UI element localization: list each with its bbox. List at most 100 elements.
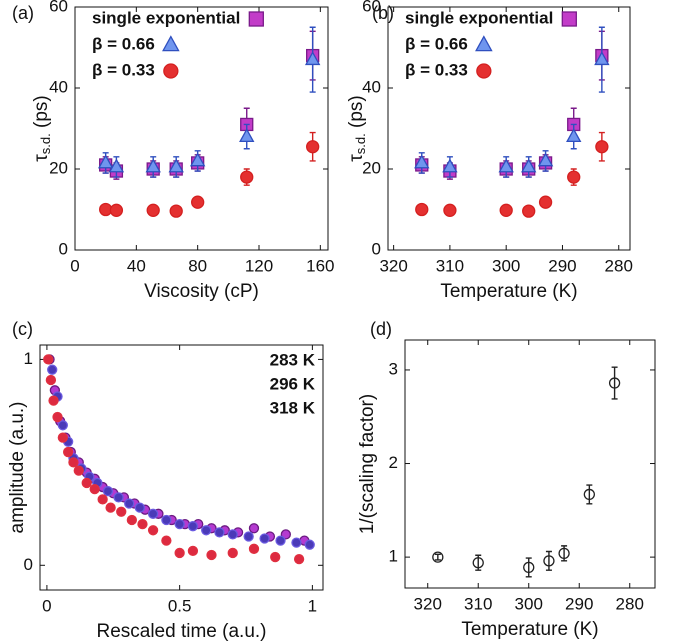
- y-tick-label: 0: [372, 239, 381, 258]
- x-tick-label: 120: [245, 256, 273, 275]
- legend-label: β = 0.33: [405, 60, 468, 79]
- data-point: [239, 128, 255, 143]
- data-point: [415, 202, 429, 217]
- y-axis-label: amplitude (a.u.): [7, 401, 28, 533]
- panel-label: (b): [372, 3, 394, 23]
- data-point: [499, 203, 513, 217]
- data-point: [414, 154, 430, 169]
- y-tick-label: 2: [389, 453, 398, 472]
- data-point: [191, 195, 205, 209]
- data-point: [161, 514, 172, 526]
- data-point: [57, 420, 68, 431]
- legend-label: 318 K: [270, 398, 316, 417]
- x-tick-label: 320: [414, 594, 442, 613]
- data-point: [566, 128, 582, 143]
- x-tick-label: 280: [616, 594, 644, 613]
- data-point: [227, 547, 238, 559]
- data-point: [174, 518, 185, 530]
- plot-frame: [387, 6, 631, 251]
- data-point: [558, 547, 570, 560]
- data-point: [52, 411, 63, 423]
- data-point: [161, 535, 172, 546]
- y-tick-label: 1: [389, 547, 398, 566]
- legend-marker: [475, 35, 493, 52]
- data-point: [137, 518, 148, 530]
- data-point: [543, 555, 555, 567]
- y-tick-label: 60: [362, 0, 381, 15]
- data-point: [538, 195, 553, 209]
- data-point: [146, 203, 160, 217]
- x-tick-label: 0: [70, 256, 79, 275]
- legend-label: β = 0.33: [92, 60, 155, 79]
- y-axis-label-part: τ: [31, 154, 52, 162]
- legend-marker: [476, 63, 492, 79]
- x-axis-label: Viscosity (cP): [144, 281, 259, 302]
- x-tick-label: 300: [515, 594, 543, 613]
- data-point: [608, 377, 621, 389]
- data-point: [206, 549, 217, 561]
- legend-label: β = 0.66: [92, 34, 155, 53]
- data-point: [62, 446, 74, 458]
- data-point: [73, 465, 84, 476]
- legend-marker: [248, 11, 264, 27]
- data-point: [520, 158, 537, 173]
- data-point: [537, 152, 554, 167]
- data-point: [105, 502, 116, 513]
- data-point: [248, 543, 260, 554]
- data-point: [109, 203, 124, 217]
- data-point: [116, 506, 127, 517]
- data-point: [522, 204, 536, 218]
- data-point: [293, 553, 305, 565]
- error-bar: [545, 550, 552, 571]
- y-tick-label: 60: [49, 0, 68, 15]
- legend-marker: [561, 11, 577, 27]
- plot-frame: [74, 6, 329, 251]
- plot-frame: [39, 344, 324, 591]
- data-point: [48, 395, 59, 406]
- legend-label: β = 0.66: [405, 34, 468, 53]
- y-axis-label-part: (ps): [31, 95, 52, 133]
- data-point: [498, 158, 514, 173]
- data-point: [523, 561, 535, 574]
- x-tick-label: 0: [42, 596, 51, 615]
- data-point: [275, 535, 286, 546]
- x-tick-label: 80: [188, 256, 207, 275]
- data-point: [108, 158, 125, 173]
- legend-label: 296 K: [270, 374, 316, 393]
- x-tick-label: 160: [306, 256, 334, 275]
- y-tick-label: 0: [59, 239, 68, 258]
- data-point: [45, 374, 57, 386]
- y-axis-label: τs.d. (ps): [31, 95, 53, 161]
- data-point: [174, 547, 185, 559]
- data-point: [147, 508, 159, 519]
- y-axis-label-part: s.d.: [353, 133, 368, 154]
- panel-label: (d): [370, 319, 392, 339]
- data-point: [259, 533, 270, 544]
- y-axis-label-part: s.d.: [38, 133, 53, 154]
- panel-label: (c): [12, 319, 33, 339]
- y-tick-label: 0: [24, 555, 33, 574]
- data-point: [97, 154, 114, 169]
- y-tick-label: 1: [24, 349, 33, 368]
- y-tick-label: 20: [49, 158, 68, 177]
- data-point: [113, 492, 124, 503]
- data-point: [214, 527, 225, 538]
- y-tick-label: 40: [49, 77, 68, 96]
- legend-label: single exponential: [92, 8, 240, 27]
- x-tick-label: 310: [436, 256, 464, 275]
- data-point: [81, 477, 92, 489]
- data-point: [201, 525, 212, 536]
- x-tick-label: 0.5: [168, 596, 192, 615]
- data-point: [134, 502, 145, 513]
- x-tick-label: 1: [308, 596, 317, 615]
- data-point: [472, 557, 484, 569]
- plot-frame: [404, 339, 656, 589]
- data-point: [187, 545, 199, 557]
- error-bar: [525, 557, 532, 578]
- data-point: [126, 514, 138, 526]
- data-point: [567, 170, 581, 184]
- y-tick-label: 3: [389, 359, 398, 378]
- legend-marker: [162, 35, 180, 52]
- x-tick-label: 290: [548, 256, 576, 275]
